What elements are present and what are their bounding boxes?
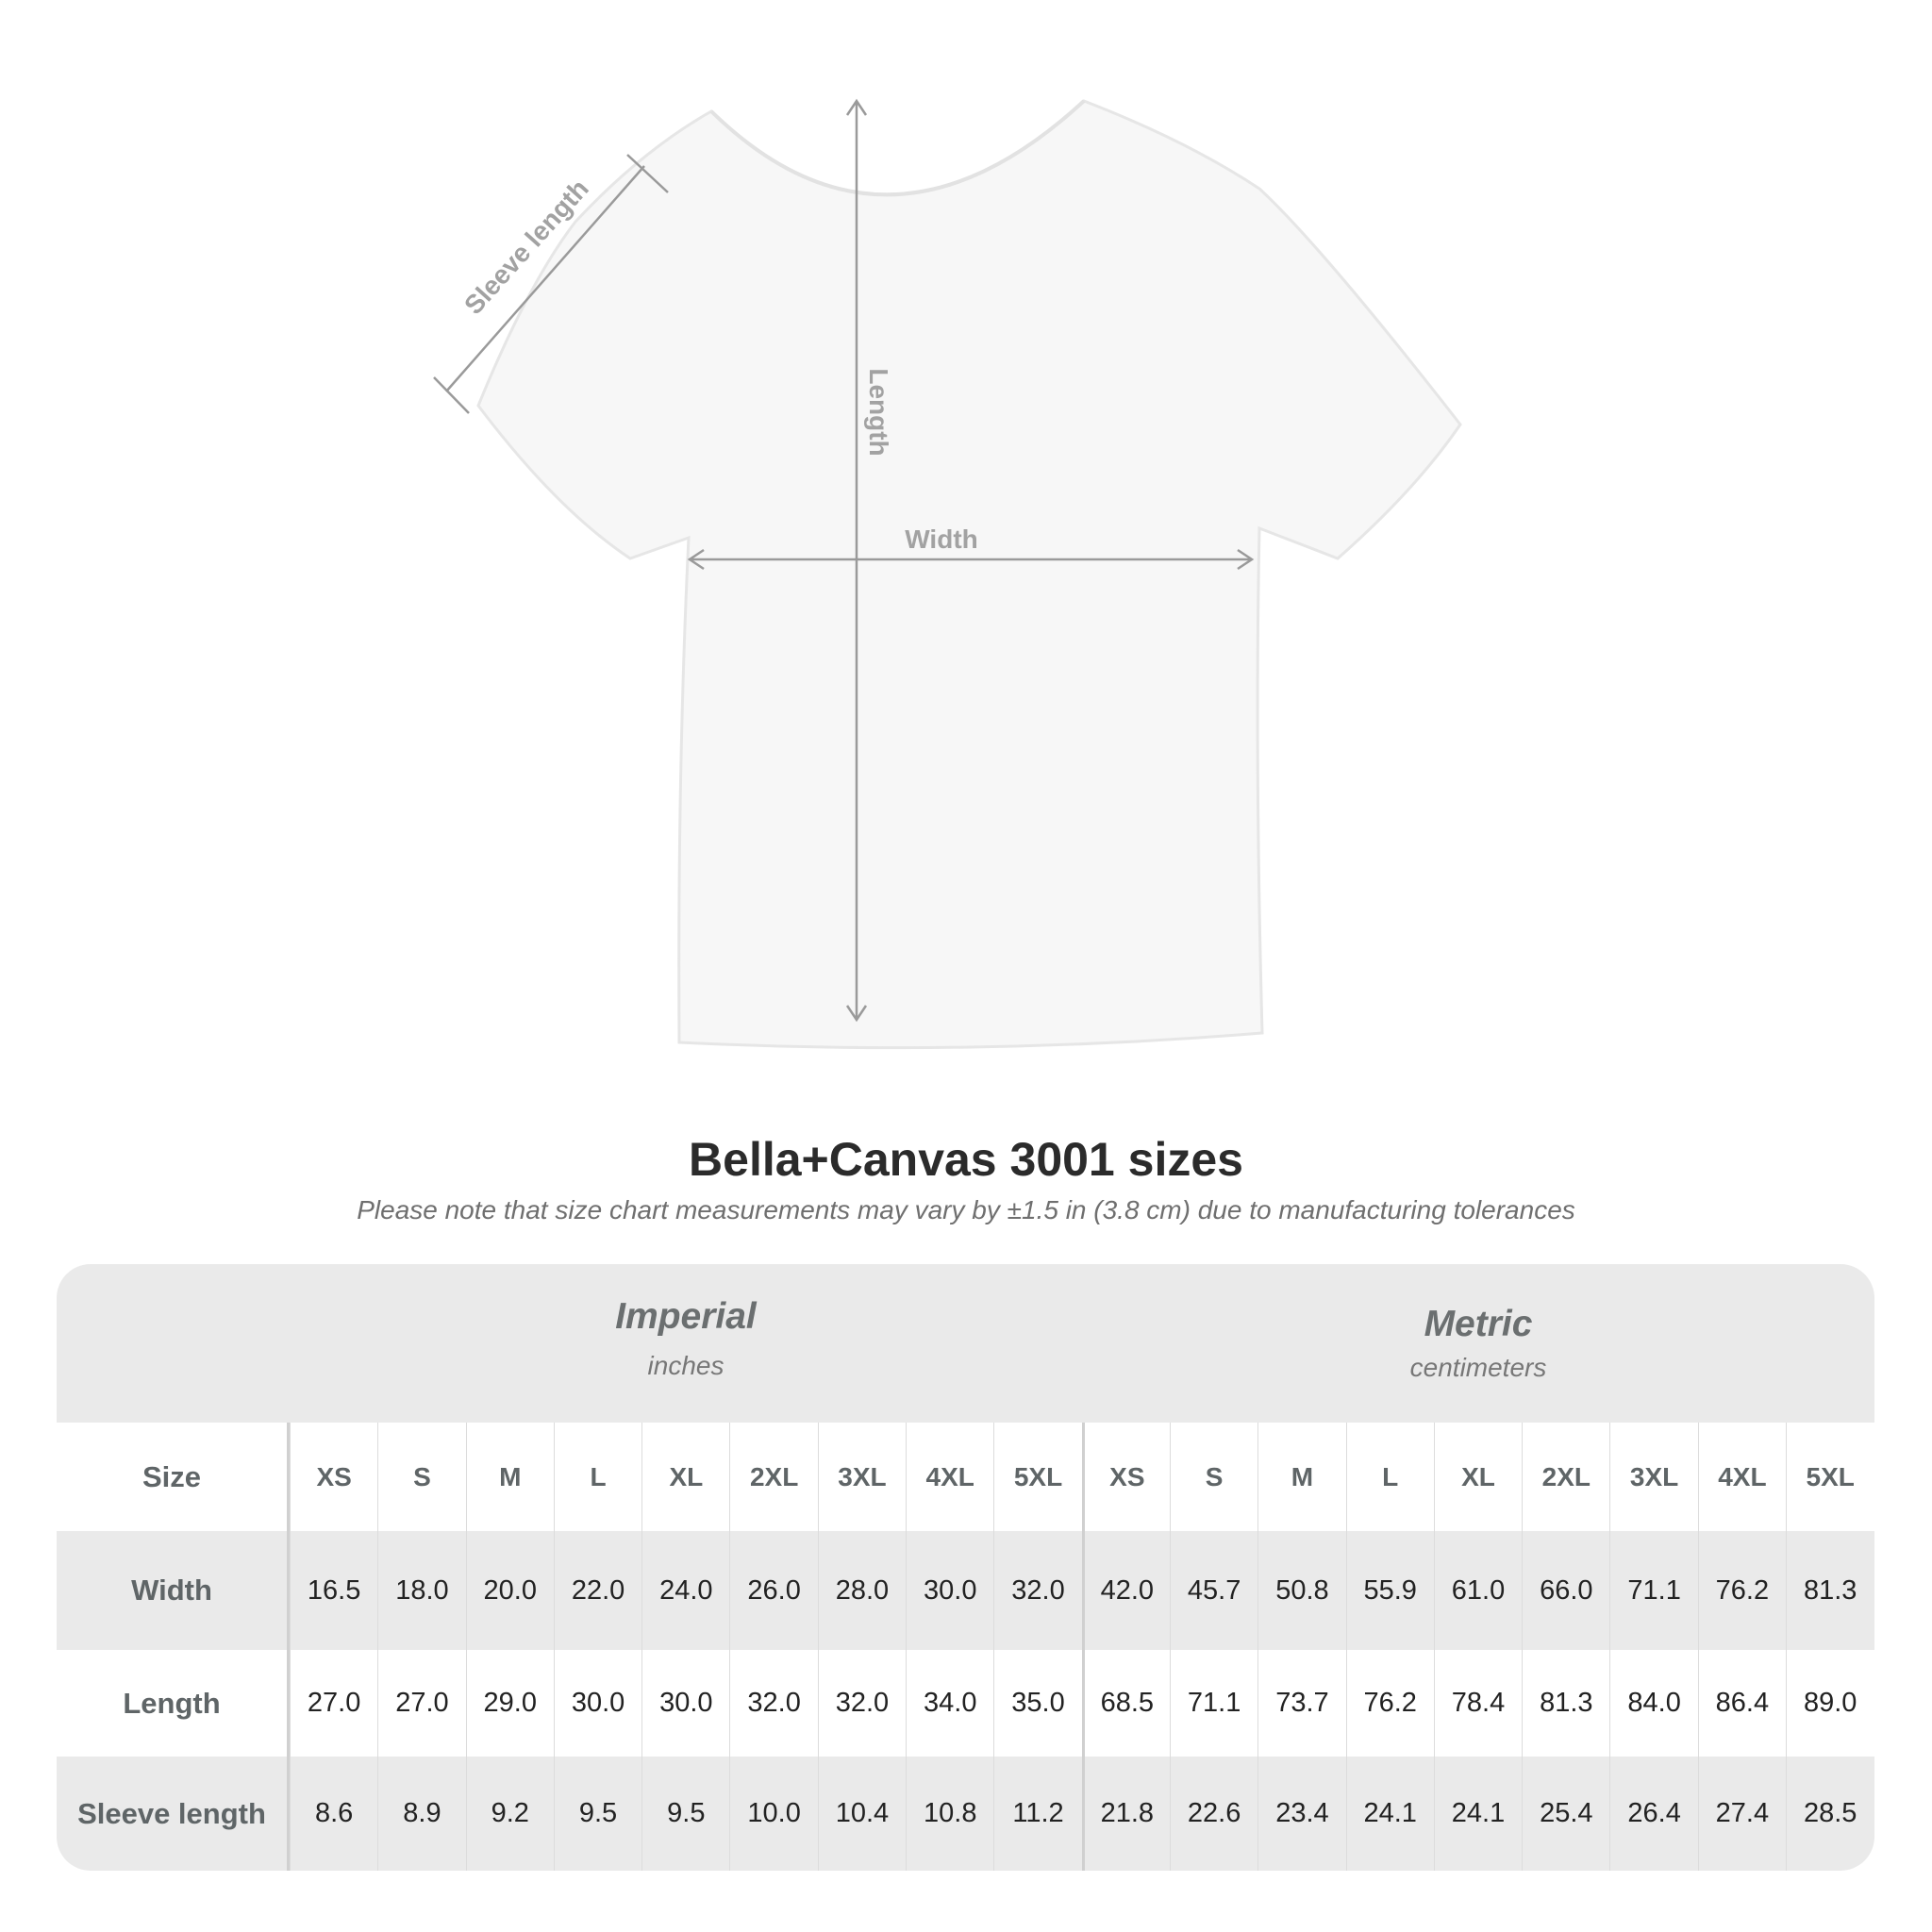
size-column-header: XL [641, 1423, 729, 1531]
size-column-header: 2XL [1522, 1423, 1609, 1531]
size-column-header: S [1169, 1423, 1257, 1531]
table-cell: 71.1 [1169, 1650, 1257, 1757]
table-cell: 9.2 [465, 1757, 554, 1871]
table-cell: 81.3 [1522, 1650, 1609, 1757]
table-cell: 61.0 [1433, 1531, 1522, 1650]
size-column-header: 3XL [1609, 1423, 1697, 1531]
row-label: Length [57, 1650, 290, 1757]
size-column-header: XS [1081, 1423, 1170, 1531]
table-cell: 32.0 [993, 1531, 1081, 1650]
table-cell: 24.1 [1345, 1757, 1434, 1871]
table-cell: 28.5 [1786, 1757, 1874, 1871]
table-row: Width 16.5 18.0 20.0 22.0 24.0 26.0 28.0 30.0 32.… [57, 1531, 1874, 1650]
size-column-header: 2XL [729, 1423, 817, 1531]
table-cell: 21.8 [1081, 1757, 1170, 1871]
table-cell: 9.5 [553, 1757, 641, 1871]
row-label: Width [57, 1531, 290, 1650]
table-cell: 68.5 [1081, 1650, 1170, 1757]
table-cell: 32.0 [817, 1650, 906, 1757]
imperial-unit: inches [647, 1351, 724, 1380]
measurement-lines [433, 98, 1255, 1023]
size-column-header: 3XL [817, 1423, 906, 1531]
metric-unit: centimeters [1409, 1353, 1547, 1382]
table-cell: 66.0 [1522, 1531, 1609, 1650]
table-cell: 81.3 [1786, 1531, 1874, 1650]
tolerance-note: Please note that size chart measurements… [357, 1195, 1575, 1224]
size-column-header: L [553, 1423, 641, 1531]
table-cell: 27.4 [1697, 1757, 1786, 1871]
row-label: Sleeve length [57, 1757, 290, 1871]
size-column-header: M [465, 1423, 554, 1531]
table-cell: 9.5 [641, 1757, 729, 1871]
table-cell: 8.9 [377, 1757, 465, 1871]
size-column-header: 5XL [1786, 1423, 1874, 1531]
collar [709, 99, 1086, 197]
table-cell: 18.0 [377, 1531, 465, 1650]
tshirt-image [476, 99, 1462, 1050]
table-cell: 26.0 [729, 1531, 817, 1650]
tshirt-diagram: Sleeve length Length Width [433, 98, 1462, 1050]
table-cell: 86.4 [1697, 1650, 1786, 1757]
table-cell: 16.5 [290, 1531, 377, 1650]
table-cell: 89.0 [1786, 1650, 1874, 1757]
size-column-header: XS [290, 1423, 377, 1531]
size-column-header: 4XL [1697, 1423, 1786, 1531]
table-cell: 55.9 [1345, 1531, 1434, 1650]
table-cell: 45.7 [1169, 1531, 1257, 1650]
length-label: Length [864, 368, 893, 456]
table-cell: 32.0 [729, 1650, 817, 1757]
table-cell: 10.8 [906, 1757, 993, 1871]
table-cell: 35.0 [993, 1650, 1081, 1757]
table-cell: 50.8 [1257, 1531, 1345, 1650]
table-cell: 26.4 [1609, 1757, 1697, 1871]
table-cell: 78.4 [1433, 1650, 1522, 1757]
table-cell: 8.6 [290, 1757, 377, 1871]
table-cell: 71.1 [1609, 1531, 1697, 1650]
table-cell: 11.2 [993, 1757, 1081, 1871]
size-column-header: XL [1433, 1423, 1522, 1531]
size-column-header: M [1257, 1423, 1345, 1531]
table-cell: 28.0 [817, 1531, 906, 1650]
table-cell: 25.4 [1522, 1757, 1609, 1871]
table-cell: 29.0 [465, 1650, 554, 1757]
table-cell: 24.0 [641, 1531, 729, 1650]
size-column-header: L [1345, 1423, 1434, 1531]
imperial-header: Imperial inches [290, 1264, 1082, 1455]
table-cell: 10.4 [817, 1757, 906, 1871]
table-cell: 27.0 [290, 1650, 377, 1757]
table-cell: 84.0 [1609, 1650, 1697, 1757]
table-cell: 30.0 [906, 1531, 993, 1650]
table-cell: 22.0 [553, 1531, 641, 1650]
table-cell: 24.1 [1433, 1757, 1522, 1871]
metric-title: Metric [1424, 1304, 1533, 1344]
table-cell: 20.0 [465, 1531, 554, 1650]
table-cell: 22.6 [1169, 1757, 1257, 1871]
size-column-header: S [377, 1423, 465, 1531]
table-cell: 73.7 [1257, 1650, 1345, 1757]
metric-header: Metric centimeters [1082, 1264, 1874, 1462]
table-row: Length 27.0 27.0 29.0 30.0 30.0 32.0 32.0 34.0 35… [57, 1650, 1874, 1757]
size-column-header: 4XL [906, 1423, 993, 1531]
table-cell: 30.0 [641, 1650, 729, 1757]
table-cell: 23.4 [1257, 1757, 1345, 1871]
width-label: Width [905, 525, 978, 554]
table-cell: 76.2 [1345, 1650, 1434, 1757]
size-header-row: Size XS S M L XL 2XL 3XL 4XL 5XL XS S M L XL 2XL 3XL 4XL 5… [57, 1423, 1874, 1531]
size-table: Imperial inches Metric centimeters Size X… [57, 1264, 1874, 1871]
table-cell: 42.0 [1081, 1531, 1170, 1650]
size-label: Size [57, 1423, 290, 1531]
table-cell: 34.0 [906, 1650, 993, 1757]
table-cell: 76.2 [1697, 1531, 1786, 1650]
page-title: Bella+Canvas 3001 sizes [689, 1133, 1243, 1186]
imperial-title: Imperial [615, 1296, 757, 1337]
table-cell: 10.0 [729, 1757, 817, 1871]
table-cell: 30.0 [553, 1650, 641, 1757]
table-cell: 27.0 [377, 1650, 465, 1757]
size-column-header: 5XL [993, 1423, 1081, 1531]
table-row: Sleeve length 8.6 8.9 9.2 9.5 9.5 10.0 10.4 10.8… [57, 1757, 1874, 1871]
